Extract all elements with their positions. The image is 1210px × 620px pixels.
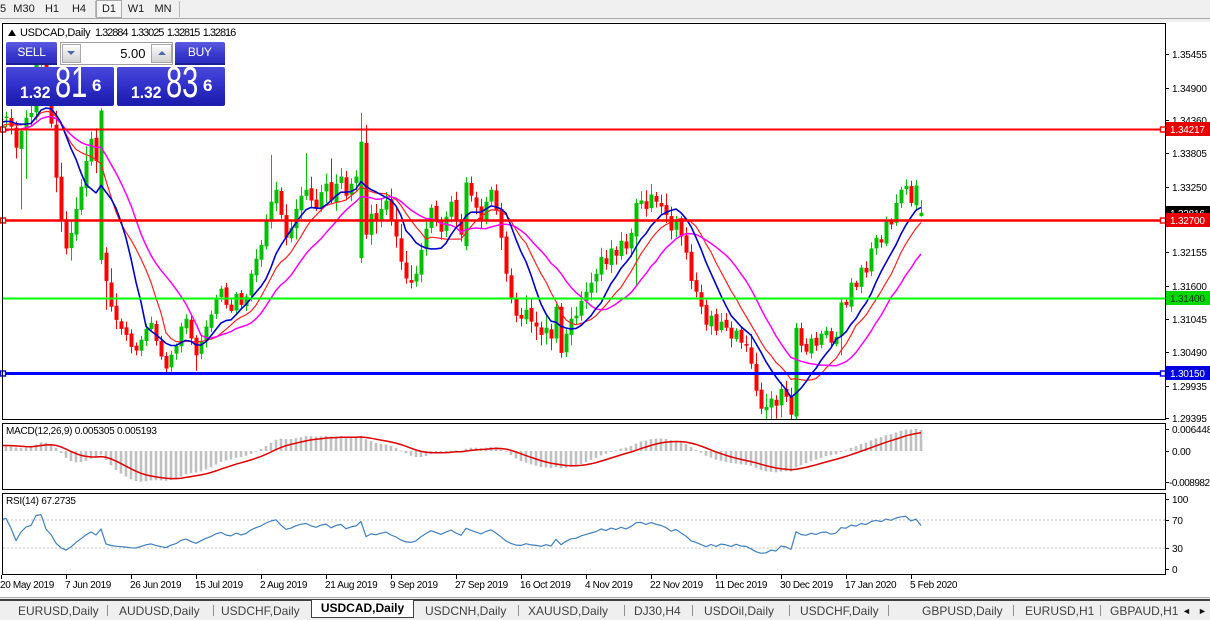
svg-text:7 Jun 2019: 7 Jun 2019 xyxy=(65,580,112,591)
svg-text:1.34360: 1.34360 xyxy=(1172,116,1207,127)
svg-text:0.006448: 0.006448 xyxy=(1172,425,1210,436)
svg-text:1.32884 1.33025 1.32815 1.3281: 1.32884 1.33025 1.32815 1.32816 xyxy=(95,27,236,39)
svg-text:4 Nov 2019: 4 Nov 2019 xyxy=(585,580,633,591)
svg-text:26 Jun 2019: 26 Jun 2019 xyxy=(130,580,182,591)
svg-text:21 Aug 2019: 21 Aug 2019 xyxy=(325,580,378,591)
svg-text:20 May 2019: 20 May 2019 xyxy=(0,580,55,591)
svg-text:30 Dec 2019: 30 Dec 2019 xyxy=(780,580,834,591)
svg-text:9 Sep 2019: 9 Sep 2019 xyxy=(390,580,438,591)
svg-text:1.35455: 1.35455 xyxy=(1172,50,1207,61)
svg-text:1.32155: 1.32155 xyxy=(1172,248,1207,259)
svg-text:1.31600: 1.31600 xyxy=(1172,282,1207,293)
svg-text:USDCAD,Daily: USDCAD,Daily xyxy=(20,27,91,39)
svg-text:MACD(12,26,9) 0.005305 0.00519: MACD(12,26,9) 0.005305 0.005193 xyxy=(6,426,157,437)
svg-text:22 Nov 2019: 22 Nov 2019 xyxy=(650,580,704,591)
svg-text:17 Jan 2020: 17 Jan 2020 xyxy=(845,580,897,591)
svg-text:1.34900: 1.34900 xyxy=(1172,84,1207,95)
svg-text:1.30490: 1.30490 xyxy=(1172,348,1207,359)
svg-text:0.00: 0.00 xyxy=(1172,447,1191,458)
svg-text:11 Dec 2019: 11 Dec 2019 xyxy=(715,580,768,591)
svg-text:16 Oct 2019: 16 Oct 2019 xyxy=(520,580,571,591)
svg-text:1.32816: 1.32816 xyxy=(1170,209,1205,220)
svg-text:RSI(14) 67.2735: RSI(14) 67.2735 xyxy=(6,496,76,507)
svg-text:1.31400: 1.31400 xyxy=(1170,294,1205,305)
svg-text:1.29935: 1.29935 xyxy=(1172,382,1207,393)
svg-text:1.32700: 1.32700 xyxy=(1170,216,1205,227)
svg-text:30: 30 xyxy=(1172,544,1183,555)
svg-text:100: 100 xyxy=(1172,495,1189,506)
svg-text:2 Aug 2019: 2 Aug 2019 xyxy=(260,580,308,591)
svg-text:15 Jul 2019: 15 Jul 2019 xyxy=(195,580,244,591)
svg-text:27 Sep 2019: 27 Sep 2019 xyxy=(455,580,509,591)
svg-text:70: 70 xyxy=(1172,516,1183,527)
svg-text:5 Feb 2020: 5 Feb 2020 xyxy=(910,580,958,591)
svg-text:-0.008982: -0.008982 xyxy=(1169,478,1210,489)
svg-text:1.29395: 1.29395 xyxy=(1172,414,1207,425)
svg-text:1.30150: 1.30150 xyxy=(1170,369,1205,380)
svg-text:1.31045: 1.31045 xyxy=(1172,315,1207,326)
svg-text:1.33250: 1.33250 xyxy=(1172,183,1207,194)
svg-text:0: 0 xyxy=(1172,565,1178,576)
svg-text:1.34217: 1.34217 xyxy=(1170,125,1205,136)
svg-text:1.33805: 1.33805 xyxy=(1172,149,1207,160)
